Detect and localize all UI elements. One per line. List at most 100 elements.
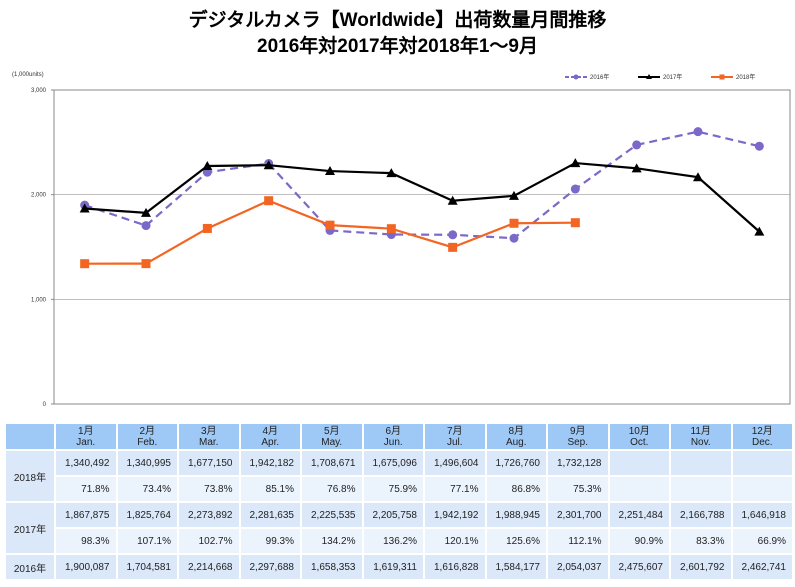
units-cell: 1,825,764: [117, 503, 177, 527]
table-row: 71.8% 73.4% 73.8% 85.1% 76.8% 75.9% 77.1% 86.8%…: [6, 477, 792, 501]
y-tick-label: 1,000: [31, 297, 47, 303]
month-header: 4月 Apr.: [240, 424, 300, 449]
yoy-percent-cell: 71.8%: [56, 477, 116, 501]
year-label: 2018年: [6, 451, 54, 501]
legend-label: 2016年: [590, 73, 609, 81]
yoy-percent-cell: [609, 477, 669, 501]
yoy-percent-cell: 99.3%: [240, 529, 300, 553]
table-header-row: 1月 Jan. 2月 Feb. 3月 Mar. 4月 Apr. 5月 May. 6月 Jun. 7月 Ju…: [6, 424, 792, 449]
units-cell: 2,297,688: [240, 555, 300, 579]
month-header: 7月 Jul.: [425, 424, 485, 449]
units-cell: 1,496,604: [425, 451, 485, 475]
data-point: [754, 141, 764, 151]
legend-marker: [646, 74, 652, 79]
units-cell: 1,900,087: [56, 555, 116, 579]
legend-marker: [719, 74, 725, 80]
yoy-percent-cell: 125.6%: [486, 529, 546, 553]
month-header: 1月 Jan.: [56, 424, 116, 449]
yoy-percent-cell: 134.2%: [302, 529, 362, 553]
yoy-percent-cell: 120.1%: [425, 529, 485, 553]
units-cell: 1,732,128: [548, 451, 608, 475]
yoy-percent-cell: 107.1%: [117, 529, 177, 553]
units-cell: [609, 451, 669, 475]
yoy-percent-cell: 73.8%: [179, 477, 239, 501]
yoy-percent-cell: 66.9%: [732, 529, 792, 553]
yoy-percent-cell: 83.3%: [671, 529, 731, 553]
yoy-percent-cell: 85.1%: [240, 477, 300, 501]
table-row: 98.3% 107.1% 102.7% 99.3% 134.2% 136.2% 120.1%…: [6, 529, 792, 553]
units-cell: 1,658,353: [302, 555, 362, 579]
units-cell: 1,675,096: [363, 451, 423, 475]
legend-label: 2018年: [736, 73, 755, 81]
units-cell: 2,205,758: [363, 503, 423, 527]
units-cell: [671, 451, 731, 475]
data-point: [386, 168, 397, 178]
units-cell: 2,301,700: [548, 503, 608, 527]
yoy-percent-cell: 75.3%: [548, 477, 608, 501]
y-tick-label: 2,000: [31, 193, 47, 199]
data-point: [509, 233, 519, 243]
units-cell: 2,214,668: [179, 555, 239, 579]
yoy-percent-cell: 86.8%: [486, 477, 546, 501]
yoy-percent-cell: 112.1%: [548, 529, 608, 553]
yoy-percent-cell: 102.7%: [179, 529, 239, 553]
month-header: 9月 Sep.: [548, 424, 608, 449]
data-point: [141, 221, 151, 231]
yoy-percent-cell: 136.2%: [363, 529, 423, 553]
data-point: [447, 195, 458, 205]
month-header: 8月 Aug.: [486, 424, 546, 449]
line-chart: 3,000 2,000 1,000 0 2016年 2017年 2018年: [31, 73, 791, 408]
data-point: [570, 184, 580, 194]
data-point: [509, 190, 519, 200]
table-row: 2018年 1,340,492 1,340,995 1,677,150 1,942,18…: [6, 451, 792, 501]
data-point: [754, 226, 765, 236]
data-point: [264, 196, 274, 206]
yoy-percent-cell: 77.1%: [425, 477, 485, 501]
data-point: [141, 259, 151, 269]
year-label: 2016年: [6, 555, 54, 579]
data-point: [79, 203, 90, 213]
data-point: [570, 218, 580, 228]
units-cell: 2,462,741: [732, 555, 792, 579]
units-cell: 1,616,828: [425, 555, 485, 579]
data-point: [693, 172, 703, 182]
data-point: [202, 223, 212, 233]
units-cell: 2,166,788: [671, 503, 731, 527]
data-point: [509, 218, 519, 228]
units-cell: 1,942,192: [425, 503, 485, 527]
data-point: [448, 242, 458, 252]
yoy-percent-cell: 90.9%: [609, 529, 669, 553]
units-cell: [732, 451, 792, 475]
series-line-2016年: [84, 130, 760, 240]
y-tick-label: 3,000: [31, 88, 47, 94]
yoy-percent-cell: 75.9%: [363, 477, 423, 501]
units-cell: 2,601,792: [671, 555, 731, 579]
units-cell: 2,475,607: [609, 555, 669, 579]
data-point: [632, 140, 642, 150]
year-label: 2017年: [6, 503, 54, 553]
units-cell: 1,677,150: [179, 451, 239, 475]
month-header: 12月 Dec.: [732, 424, 792, 449]
data-point: [80, 259, 90, 269]
units-cell: 2,225,535: [302, 503, 362, 527]
data-point: [631, 163, 642, 173]
unit-label: (1,000units): [12, 72, 44, 78]
yoy-percent-cell: 98.3%: [56, 529, 116, 553]
data-point: [141, 207, 151, 217]
units-cell: 1,584,177: [486, 555, 546, 579]
units-cell: 1,340,995: [117, 451, 177, 475]
units-cell: 1,704,581: [117, 555, 177, 579]
units-cell: 2,281,635: [240, 503, 300, 527]
chart-title: デジタルカメラ【Worldwide】出荷数量月間推移: [188, 10, 607, 31]
month-header: 6月 Jun.: [363, 424, 423, 449]
data-table: 1月 Jan. 2月 Feb. 3月 Mar. 4月 Apr. 5月 May. 6月 Jun. 7月 Ju…: [4, 422, 794, 581]
month-header: 11月 Nov.: [671, 424, 731, 449]
table-row: 2017年 1,867,875 1,825,764 2,273,892 2,281,63…: [6, 503, 792, 553]
table-row: 2016年 1,900,087 1,704,581 2,214,668 2,297,68…: [6, 555, 792, 579]
yoy-percent-cell: [732, 477, 792, 501]
units-cell: 1,619,311: [363, 555, 423, 579]
units-cell: 1,646,918: [732, 503, 792, 527]
month-header: 5月 May.: [302, 424, 362, 449]
units-cell: 1,988,945: [486, 503, 546, 527]
month-header: 2月 Feb.: [117, 424, 177, 449]
